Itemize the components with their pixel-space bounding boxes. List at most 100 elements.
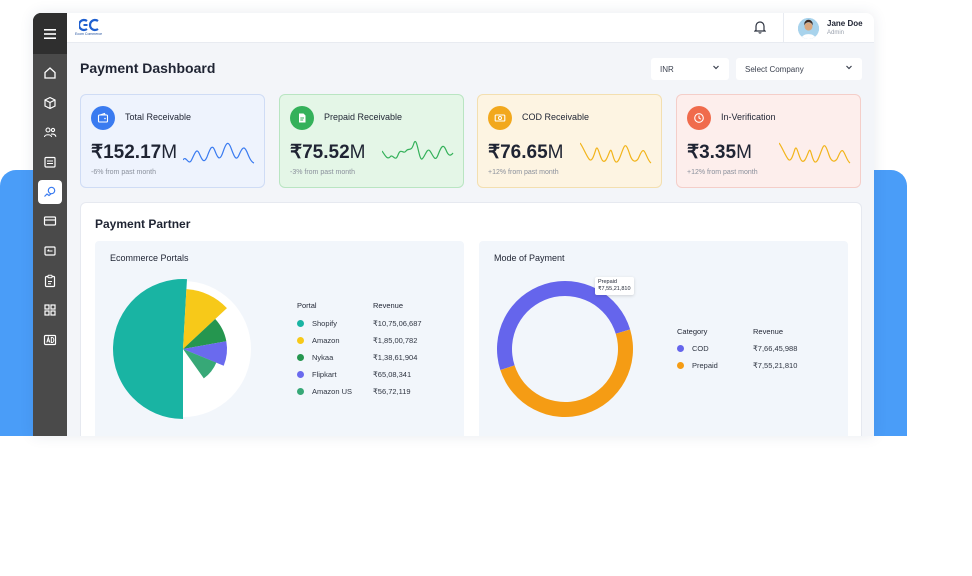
sidebar-item-cards[interactable] bbox=[38, 209, 62, 233]
avatar[interactable] bbox=[798, 18, 819, 39]
cube-icon bbox=[44, 96, 56, 110]
topbar-divider bbox=[783, 13, 784, 43]
card-icon-badge bbox=[91, 106, 115, 130]
cash-icon bbox=[494, 114, 506, 122]
legend-value: ₹56,72,119 bbox=[373, 387, 411, 396]
company-select[interactable]: Select Company bbox=[736, 58, 862, 80]
card-unit: M bbox=[161, 142, 178, 163]
wallet-icon bbox=[97, 112, 109, 123]
pie-slice-amazon[interactable] bbox=[183, 289, 227, 349]
sidebar-item-products[interactable] bbox=[38, 91, 62, 115]
card-icon bbox=[43, 216, 57, 226]
legend-value: ₹10,75,06,687 bbox=[373, 319, 422, 328]
legend-header-portal: Portal bbox=[297, 301, 317, 310]
cod-receivable-card[interactable]: COD Receivable ₹76.65M +12% from past mo… bbox=[477, 94, 662, 188]
user-name[interactable]: Jane Doe bbox=[827, 19, 863, 28]
legend-dot bbox=[677, 362, 684, 369]
sidebar-item-home[interactable] bbox=[38, 61, 62, 85]
pie-slice-amazon-us[interactable] bbox=[183, 349, 217, 379]
legend-dot bbox=[297, 388, 304, 395]
card-unit: M bbox=[736, 142, 752, 163]
legend-value: ₹1,38,61,904 bbox=[373, 353, 418, 362]
legend-label: Shopify bbox=[312, 319, 338, 328]
legend-value: ₹7,55,21,810 bbox=[753, 361, 798, 370]
payment-mode-donut-chart bbox=[497, 281, 633, 418]
panel-title: Mode of Payment bbox=[494, 253, 565, 263]
sidebar-item-receipts[interactable] bbox=[38, 239, 62, 263]
sidebar-item-archive[interactable] bbox=[38, 150, 62, 174]
section-title: Payment Partner bbox=[95, 217, 191, 231]
ad-icon bbox=[43, 334, 57, 346]
card-value: ₹75.52M bbox=[290, 141, 365, 164]
menu-toggle-button[interactable] bbox=[33, 13, 67, 54]
clipboard-icon bbox=[44, 274, 56, 288]
card-delta: -6% from past month bbox=[91, 169, 156, 176]
card-amount: ₹3.35 bbox=[687, 142, 737, 163]
legend-label: Amazon bbox=[312, 336, 340, 345]
brand-logo[interactable] bbox=[77, 18, 101, 37]
currency-select[interactable]: INR bbox=[651, 58, 729, 80]
card-icon-badge bbox=[290, 106, 314, 130]
sparkline-chart bbox=[779, 142, 851, 164]
card-icon-badge bbox=[687, 106, 711, 130]
sidebar-item-clipboard[interactable] bbox=[38, 269, 62, 293]
legend-label: COD bbox=[692, 344, 709, 353]
top-bar: Ecom Commerce Jane Doe Admin bbox=[67, 13, 874, 43]
user-avatar-icon bbox=[798, 18, 819, 39]
total-receivable-card[interactable]: Total Receivable ₹152.17M -6% from past … bbox=[80, 94, 265, 188]
sidebar-item-grid[interactable] bbox=[38, 298, 62, 322]
legend-value: ₹1,85,00,782 bbox=[373, 336, 418, 345]
company-select-value: Select Company bbox=[745, 64, 804, 74]
payment-icon bbox=[44, 186, 56, 197]
card-amount: ₹152.17 bbox=[91, 142, 162, 163]
legend-label: Prepaid bbox=[692, 361, 718, 370]
pie-slice-shopify[interactable] bbox=[113, 279, 187, 419]
card-title: COD Receivable bbox=[522, 112, 590, 122]
document-icon bbox=[299, 113, 306, 123]
in-verification-card[interactable]: In-Verification ₹3.35M +12% from past mo… bbox=[676, 94, 861, 188]
notifications-button[interactable] bbox=[753, 20, 767, 39]
card-value: ₹3.35M bbox=[687, 141, 752, 164]
sparkline-chart bbox=[580, 142, 652, 164]
sidebar-item-payments[interactable] bbox=[38, 180, 62, 204]
sparkline-chart bbox=[382, 140, 454, 160]
panel-title: Ecommerce Portals bbox=[110, 253, 189, 263]
card-unit: M bbox=[349, 142, 366, 163]
legend-header-revenue: Revenue bbox=[753, 327, 784, 336]
card-icon-badge bbox=[488, 106, 512, 130]
legend-dot bbox=[677, 345, 684, 352]
legend-dot bbox=[297, 337, 304, 344]
pie-slice-flipkart[interactable] bbox=[183, 341, 227, 366]
chevron-down-icon bbox=[713, 65, 719, 70]
currency-select-value: INR bbox=[660, 64, 674, 74]
ec-logo-icon bbox=[77, 18, 99, 32]
donut-slice-prepaid[interactable] bbox=[500, 329, 633, 418]
card-amount: ₹75.52 bbox=[290, 142, 350, 163]
card-title: Prepaid Receivable bbox=[324, 112, 403, 122]
card-value: ₹76.65M bbox=[488, 141, 563, 164]
card-delta: +12% from past month bbox=[488, 169, 559, 176]
legend-dot bbox=[297, 320, 304, 327]
legend-value: ₹65,08,341 bbox=[373, 370, 412, 379]
legend-label: Nykaa bbox=[312, 353, 334, 362]
legend-header-revenue: Revenue bbox=[373, 301, 404, 310]
card-delta: -3% from past month bbox=[290, 169, 355, 176]
card-value: ₹152.17M bbox=[91, 141, 177, 164]
legend-label: Amazon US bbox=[312, 387, 353, 396]
sidebar bbox=[33, 13, 67, 436]
prepaid-receivable-card[interactable]: Prepaid Receivable ₹75.52M -3% from past… bbox=[279, 94, 464, 188]
clock-icon bbox=[694, 113, 704, 123]
card-title: Total Receivable bbox=[125, 112, 192, 122]
pie-slice-nykaa[interactable] bbox=[183, 319, 227, 349]
chart-tooltip: Prepaid ₹7,55,21,810 bbox=[595, 277, 634, 295]
tooltip-value: ₹7,55,21,810 bbox=[598, 286, 631, 292]
sidebar-item-ads[interactable] bbox=[38, 328, 62, 352]
legend-value: ₹7,66,45,988 bbox=[753, 344, 798, 353]
mode-of-payment-panel: Mode of Payment Prepaid ₹7,55,21,810 Cat… bbox=[479, 241, 848, 436]
page-title: Payment Dashboard bbox=[80, 60, 216, 76]
donut-slice-cod[interactable] bbox=[497, 281, 631, 371]
payment-partner-section: Payment Partner Ecommerce Portals Portal… bbox=[80, 202, 862, 436]
home-icon bbox=[44, 67, 56, 79]
sidebar-item-users[interactable] bbox=[38, 120, 62, 144]
legend-dot bbox=[297, 371, 304, 378]
